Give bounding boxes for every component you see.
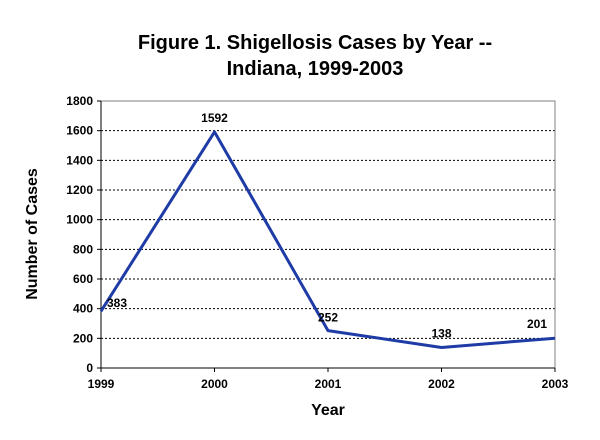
x-axis-title: Year xyxy=(311,402,345,419)
y-tick-label: 400 xyxy=(73,302,93,316)
x-axis-ticks: 1999 2000 2001 2002 2003 xyxy=(88,368,569,391)
x-tick-label: 1999 xyxy=(88,377,115,391)
y-tick-label: 1400 xyxy=(66,153,93,167)
data-labels: 383 1592 252 138 201 xyxy=(107,111,547,341)
chart-title-line-2: Indiana, 1999-2003 xyxy=(227,58,404,80)
y-tick-label: 0 xyxy=(86,361,93,375)
chart-title-line-1: Figure 1. Shigellosis Cases by Year -- xyxy=(138,32,492,54)
x-tick-label: 2000 xyxy=(201,377,228,391)
data-label-2001: 252 xyxy=(318,311,338,325)
y-tick-label: 600 xyxy=(73,272,93,286)
gridlines xyxy=(101,130,555,339)
y-tick-label: 1800 xyxy=(66,94,93,108)
x-tick-label: 2002 xyxy=(428,377,455,391)
y-tick-label: 800 xyxy=(73,242,93,256)
data-label-2003: 201 xyxy=(527,317,547,331)
x-tick-label: 2001 xyxy=(315,377,342,391)
data-label-2002: 138 xyxy=(431,327,451,341)
data-label-1999: 383 xyxy=(107,296,127,310)
series-line-shigellosis-cases xyxy=(99,130,556,349)
y-tick-label: 1200 xyxy=(66,183,93,197)
y-tick-label: 200 xyxy=(73,331,93,345)
x-tick-label: 2003 xyxy=(542,377,569,391)
y-tick-label: 1600 xyxy=(66,124,93,138)
data-label-2000: 1592 xyxy=(201,111,228,125)
y-axis-ticks: 0 200 400 600 800 1000 1200 1400 1600 1800 xyxy=(66,94,101,375)
y-axis-title: Number of Cases xyxy=(24,168,41,300)
y-tick-label: 1000 xyxy=(66,213,93,227)
